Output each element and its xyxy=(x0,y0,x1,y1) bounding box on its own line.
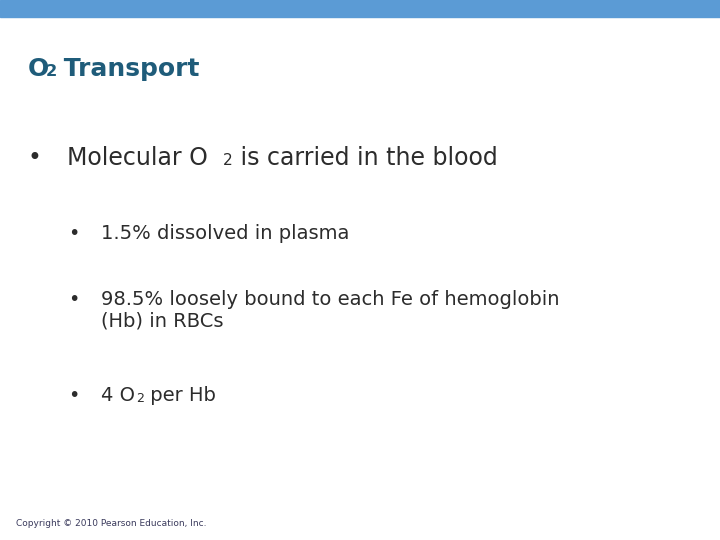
Text: 1.5% dissolved in plasma: 1.5% dissolved in plasma xyxy=(102,224,350,243)
Text: •: • xyxy=(68,290,80,309)
Text: Transport: Transport xyxy=(55,57,200,80)
Text: 2: 2 xyxy=(137,392,145,404)
Text: 2: 2 xyxy=(45,64,57,79)
Text: Molecular O: Molecular O xyxy=(68,146,208,170)
Text: Copyright © 2010 Pearson Education, Inc.: Copyright © 2010 Pearson Education, Inc. xyxy=(16,519,207,528)
Text: •: • xyxy=(68,386,80,405)
Bar xyxy=(0,0,720,17)
Text: •: • xyxy=(27,146,41,170)
Text: 98.5% loosely bound to each Fe of hemoglobin
(Hb) in RBCs: 98.5% loosely bound to each Fe of hemogl… xyxy=(102,290,560,331)
Text: per Hb: per Hb xyxy=(144,386,216,405)
Text: 4 O: 4 O xyxy=(102,386,135,405)
Text: O: O xyxy=(27,57,49,80)
Text: 2: 2 xyxy=(223,152,233,167)
Text: is carried in the blood: is carried in the blood xyxy=(233,146,498,170)
Text: •: • xyxy=(68,224,80,243)
